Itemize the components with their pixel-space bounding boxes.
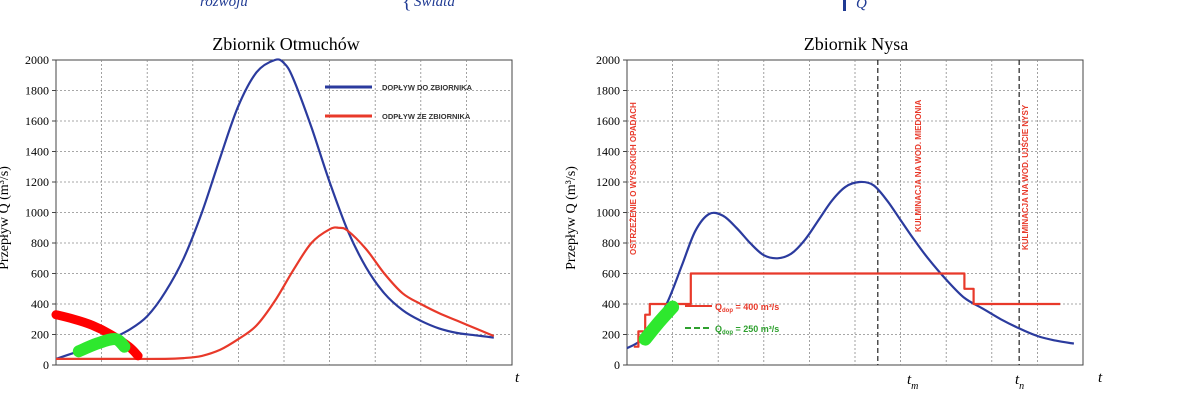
header-brace-icon: { [402,0,412,13]
y-ticks: 0 200 400 600 800 1000 1200 1400 1600 1800 2000 [25,53,56,372]
qdop-250-q: Q [715,324,722,334]
green-hand-highlight [638,300,680,346]
y-tick-label: 600 [602,267,620,281]
header-right-logo-text: Q [856,0,867,12]
event-label-miedonia: KULMINACJA NA WOD. MIEDONIA [914,99,923,232]
y-tick-label: 1000 [596,206,620,220]
series-line-1 [56,226,495,361]
chart-title: Zbiornik Otmuchów [212,34,359,54]
legend: DOPŁYW DO ZBIORNIKA ODPŁYW ZE ZBIORNIKA [325,83,473,121]
marker-label-tn: tn [1015,372,1024,392]
qdop-400-q: Q [715,302,722,312]
green-hand-highlight [72,333,131,358]
y-tick-label: 200 [602,328,620,342]
y-tick-label: 1400 [25,145,49,159]
legend-label-outflow: ODPŁYW ZE ZBIORNIKA [382,112,471,121]
y-axis-label: Przepływ Q (m³/s) [0,166,12,270]
y-ticks: 0 200 400 600 800 1000 1200 1400 1600 1800 2000 [596,53,627,372]
time-markers [877,60,1020,365]
marker-tm-t: t [907,372,912,388]
series-line-0 [55,58,494,360]
y-tick-label: 1400 [596,145,620,159]
qdop-400-label: Qdop = 400 m³/s [715,302,779,314]
series-line-0 [626,180,1075,350]
series-group [55,58,495,361]
y-tick-label: 400 [602,297,620,311]
y-tick-label: 600 [31,267,49,281]
grid [56,60,512,365]
header-right-bar [843,0,846,11]
marker-tm-sub: m [911,381,918,392]
y-tick-label: 1200 [596,175,620,189]
y-tick-label: 0 [43,358,49,372]
x-axis-label: t [1098,370,1103,386]
y-tick-label: 1200 [25,175,49,189]
y-tick-label: 1600 [25,114,49,128]
qdop-400-value: = 400 m³/s [733,302,779,312]
chart-title: Zbiornik Nysa [804,34,908,54]
header-fragment: rozwoju { Swiata Q [200,0,867,13]
header-mid-logo-text: Swiata [414,0,455,10]
y-tick-label: 200 [31,328,49,342]
legend-label-inflow: DOPŁYW DO ZBIORNIKA [382,83,473,92]
y-tick-label: 800 [602,236,620,250]
y-tick-label: 1800 [25,84,49,98]
qdop-400-annotation: Qdop = 400 m³/s [685,302,779,314]
marker-tn-sub: n [1019,381,1024,392]
marker-label-tm: tm [907,372,918,392]
y-tick-label: 2000 [25,53,49,67]
y-tick-label: 1600 [596,114,620,128]
qdop-250-label: Qdop = 250 m³/s [715,324,779,336]
annotation-group [638,300,680,346]
event-label-warning: OSTRZEŻENIE O WYSOKICH OPADACH [629,102,638,255]
marker-tn-t: t [1015,372,1020,388]
chart-nysa: Zbiornik Nysa Przepływ Q (m³/s) 0 200 400 6… [564,34,1103,392]
grid [627,60,1083,365]
y-tick-label: 0 [614,358,620,372]
header-left-logo-text: rozwoju [200,0,248,10]
y-axis-label: Przepływ Q (m³/s) [564,166,579,270]
y-tick-label: 800 [31,236,49,250]
qdop-250-annotation: Qdop = 250 m³/s [685,324,779,336]
x-axis-label: t [515,370,520,386]
qdop-250-sub: dop [722,330,733,336]
y-tick-label: 1000 [25,206,49,220]
y-tick-label: 1800 [596,84,620,98]
event-label-ujscie: KULMINACJA NA WOD. UJŚCIE NYSY [1021,104,1030,250]
chart-otmuchow: Zbiornik Otmuchów Przepływ Q (m³/s) 0 200… [0,34,520,386]
qdop-250-value: = 250 m³/s [733,324,779,334]
y-tick-label: 2000 [596,53,620,67]
annotation-group [51,310,143,361]
series-line-1 [633,272,1061,348]
series-group [626,180,1075,350]
y-tick-label: 400 [31,297,49,311]
qdop-400-sub: dop [722,308,733,314]
